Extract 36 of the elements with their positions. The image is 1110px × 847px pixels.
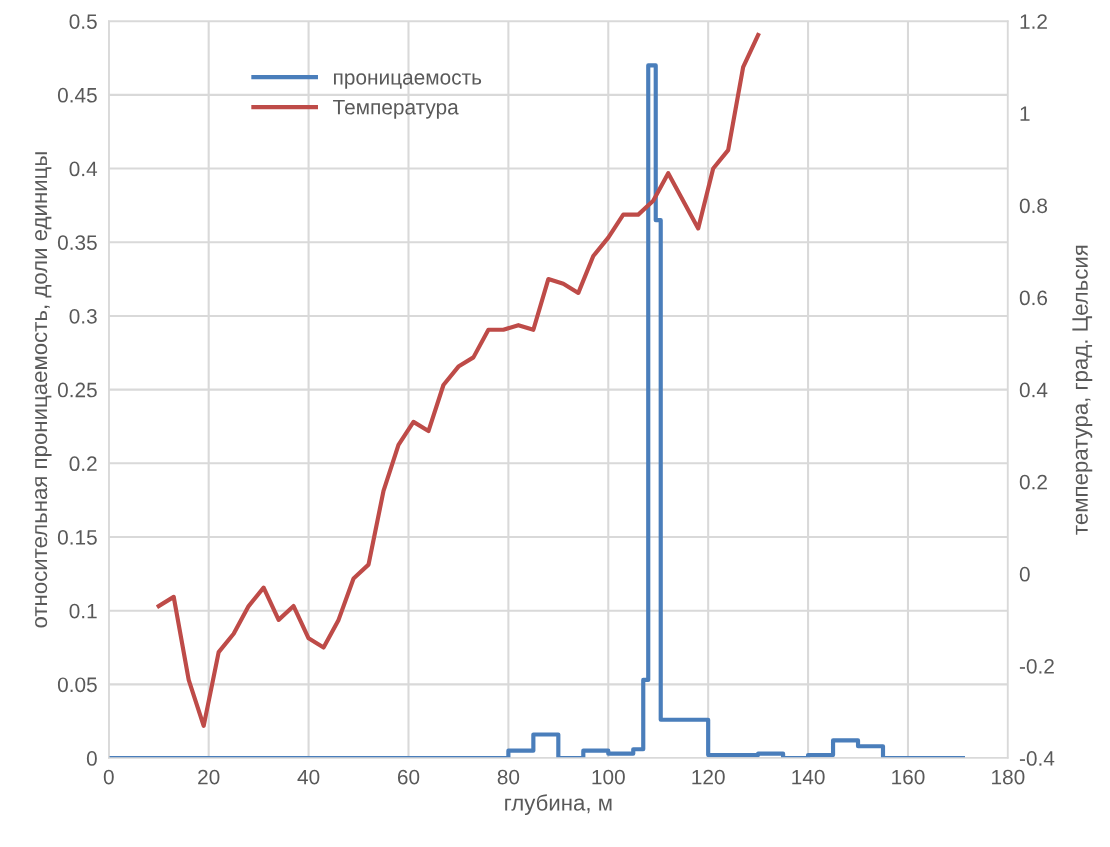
x-tick-label: 160 — [892, 769, 925, 785]
y2-tick-label: 0.4 — [1019, 382, 1048, 398]
y-tick-label: 0.25 — [57, 382, 97, 398]
x-tick-label: 0 — [103, 769, 114, 785]
legend-label: Температура — [333, 100, 459, 119]
y-tick-label: 0.3 — [69, 308, 97, 324]
y-tick-label: 0.1 — [69, 603, 97, 619]
legend-label: проницаемость — [334, 73, 482, 89]
line-series — [156, 32, 761, 728]
x-tick-label: 60 — [397, 769, 420, 785]
y2-tick-label: -0.4 — [1019, 751, 1055, 766]
x-tick-label: 140 — [792, 769, 825, 785]
x-tick-label: 180 — [992, 769, 1025, 785]
y-tick-label: 0.05 — [57, 677, 97, 693]
y-tick-label: 0 — [86, 751, 97, 766]
y2-tick-label: -0.2 — [1019, 658, 1054, 674]
x-tick-label: 100 — [592, 769, 625, 785]
y-tick-label: 0.45 — [57, 87, 97, 103]
y-axis-title: относительная проницаемость, доли единицы — [35, 152, 52, 628]
y-tick-label: 0.15 — [57, 530, 97, 545]
x-axis-title: глубина, м — [505, 794, 612, 816]
x-tick-label: 40 — [297, 769, 320, 785]
y2-tick-label: 0 — [1019, 566, 1030, 582]
y2-axis-title: температура, град. Цельсия — [1072, 245, 1093, 535]
y2-tick-label: 0.6 — [1019, 290, 1048, 306]
y2-tick-label: 1.2 — [1020, 14, 1047, 29]
y2-tick-label: 1 — [1020, 106, 1030, 121]
y2-tick-label: 0.8 — [1019, 198, 1048, 214]
y-tick-label: 0.2 — [69, 456, 97, 472]
x-tick-label: 80 — [497, 769, 520, 785]
y-tick-label: 0.35 — [57, 235, 97, 250]
x-tick-label: 20 — [198, 769, 220, 785]
x-tick-label: 120 — [692, 769, 725, 785]
y2-tick-label: 0.2 — [1019, 474, 1047, 490]
y-tick-label: 0.5 — [69, 14, 97, 29]
y-tick-label: 0.4 — [69, 161, 98, 177]
